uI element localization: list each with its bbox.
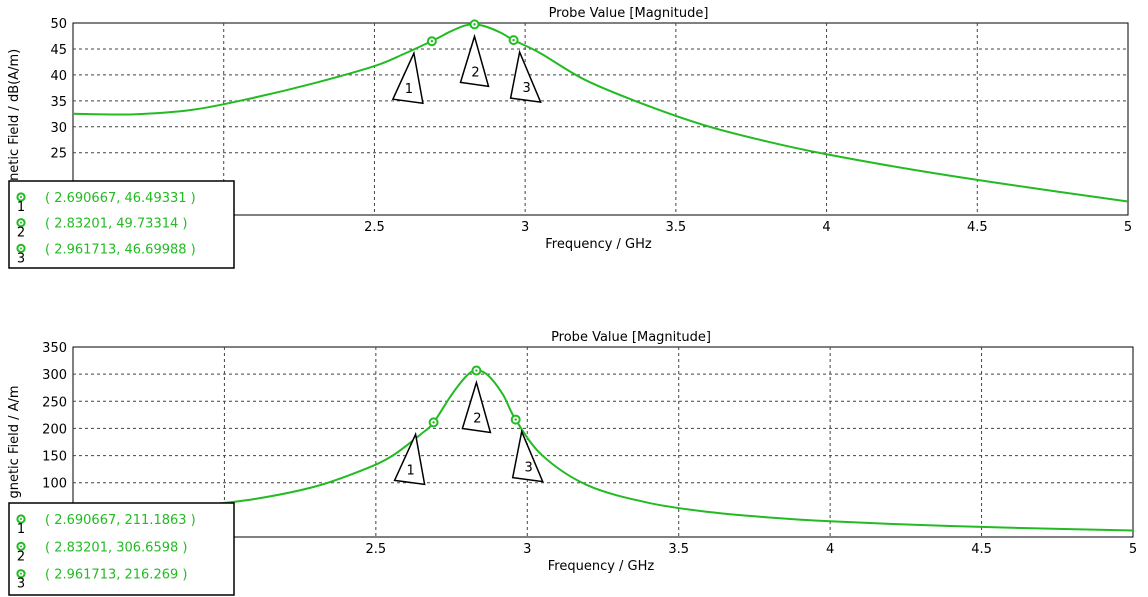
- y-tick-label: 100: [42, 477, 67, 492]
- plot-area: [72, 22, 1129, 216]
- legend-marker-number: 3: [17, 251, 25, 266]
- x-tick-label: 4: [822, 220, 830, 235]
- legend-marker-icon-dot: [20, 572, 22, 575]
- marker-legend: [8, 180, 235, 269]
- legend-marker-coordinates: ( 2.690667, 211.1863 ): [45, 513, 196, 528]
- marker-dot-3: [512, 38, 515, 42]
- y-tick-label: 300: [42, 368, 67, 383]
- legend-marker-icon-dot: [20, 247, 22, 250]
- marker-dot-2: [473, 23, 476, 26]
- x-axis-label: Frequency / GHz: [545, 237, 652, 252]
- y-tick-label: 200: [42, 422, 67, 437]
- y-tick-label: 25: [50, 147, 67, 162]
- x-tick-label: 5: [1129, 542, 1137, 557]
- legend-marker-icon-dot: [20, 196, 22, 198]
- y-axis-label: gnetic Field / dB(A/m): [7, 49, 22, 189]
- x-tick-label: 4.5: [971, 542, 992, 557]
- marker-dot-3: [514, 418, 517, 421]
- marker-callout-1: [391, 50, 424, 105]
- x-tick-label: 4.5: [967, 220, 988, 235]
- y-tick-label: 250: [42, 395, 67, 410]
- legend-marker-number: 1: [17, 522, 25, 537]
- marker-callout-2: [461, 379, 492, 434]
- legend-marker-coordinates: ( 2.690667, 46.49331 ): [45, 191, 196, 206]
- marker-number-2: 2: [473, 412, 481, 427]
- y-tick-label: 30: [50, 121, 67, 136]
- y-tick-label: 45: [50, 43, 67, 58]
- x-axis-label: Frequency / GHz: [548, 559, 655, 574]
- marker-legend: [8, 502, 235, 596]
- legend-marker-number: 2: [17, 226, 25, 241]
- x-tick-label: 2.5: [366, 542, 387, 557]
- legend-marker-icon-dot: [20, 221, 22, 224]
- marker-callout-1: [393, 431, 426, 486]
- y-tick-label: 40: [50, 69, 67, 84]
- marker-number-2: 2: [471, 65, 479, 80]
- x-tick-label: 5: [1124, 220, 1132, 235]
- marker-number-3: 3: [522, 81, 530, 96]
- x-tick-label: 3.5: [668, 542, 689, 557]
- legend-marker-number: 2: [17, 549, 25, 564]
- legend-marker-coordinates: ( 2.83201, 49.73314 ): [45, 217, 187, 232]
- chart-top: 2 2.5 3 3.5 4 4.5 5 25 30 35 40 45 50 Probe Value [Ma…: [7, 6, 1132, 269]
- y-axis-label: gnetic Field / A/m: [7, 385, 22, 498]
- legend-marker-coordinates: ( 2.83201, 306.6598 ): [45, 540, 187, 555]
- y-tick-label: 150: [42, 450, 67, 465]
- marker-number-3: 3: [525, 461, 533, 476]
- x-tick-label: 4: [826, 542, 834, 557]
- series-line: [73, 369, 1133, 532]
- legend-marker-icon-dot: [20, 518, 22, 520]
- marker-callout-2: [459, 33, 490, 88]
- marker-dot-1: [432, 421, 435, 424]
- legend-marker-number: 1: [17, 200, 25, 215]
- marker-callout-3: [511, 429, 544, 483]
- marker-callout-3: [509, 49, 542, 104]
- legend-marker-coordinates: ( 2.961713, 46.69988 ): [45, 242, 196, 257]
- marker-number-1: 1: [406, 463, 414, 478]
- legend-marker-coordinates: ( 2.961713, 216.269 ): [45, 568, 187, 583]
- y-tick-label: 35: [50, 95, 67, 110]
- series-line: [73, 23, 1128, 203]
- marker-dot-2: [475, 369, 478, 372]
- x-tick-label: 3.5: [666, 220, 687, 235]
- marker-number-1: 1: [405, 82, 413, 97]
- chart-title: Probe Value [Magnitude]: [549, 6, 709, 21]
- y-tick-label: 350: [42, 341, 67, 356]
- legend-marker-icon-dot: [20, 545, 22, 548]
- chart-bottom: 2 2.5 3 3.5 4 4.5 5 100 150 200 250 300 350 Probe Val…: [7, 330, 1137, 596]
- marker-dot-1: [430, 39, 434, 43]
- x-tick-label: 3: [523, 542, 531, 557]
- plot-area: [72, 346, 1134, 538]
- x-tick-label: 3: [521, 220, 529, 235]
- x-tick-label: 2.5: [364, 220, 385, 235]
- legend-marker-number: 3: [17, 577, 25, 592]
- y-tick-label: 50: [50, 17, 67, 32]
- chart-title: Probe Value [Magnitude]: [551, 330, 711, 345]
